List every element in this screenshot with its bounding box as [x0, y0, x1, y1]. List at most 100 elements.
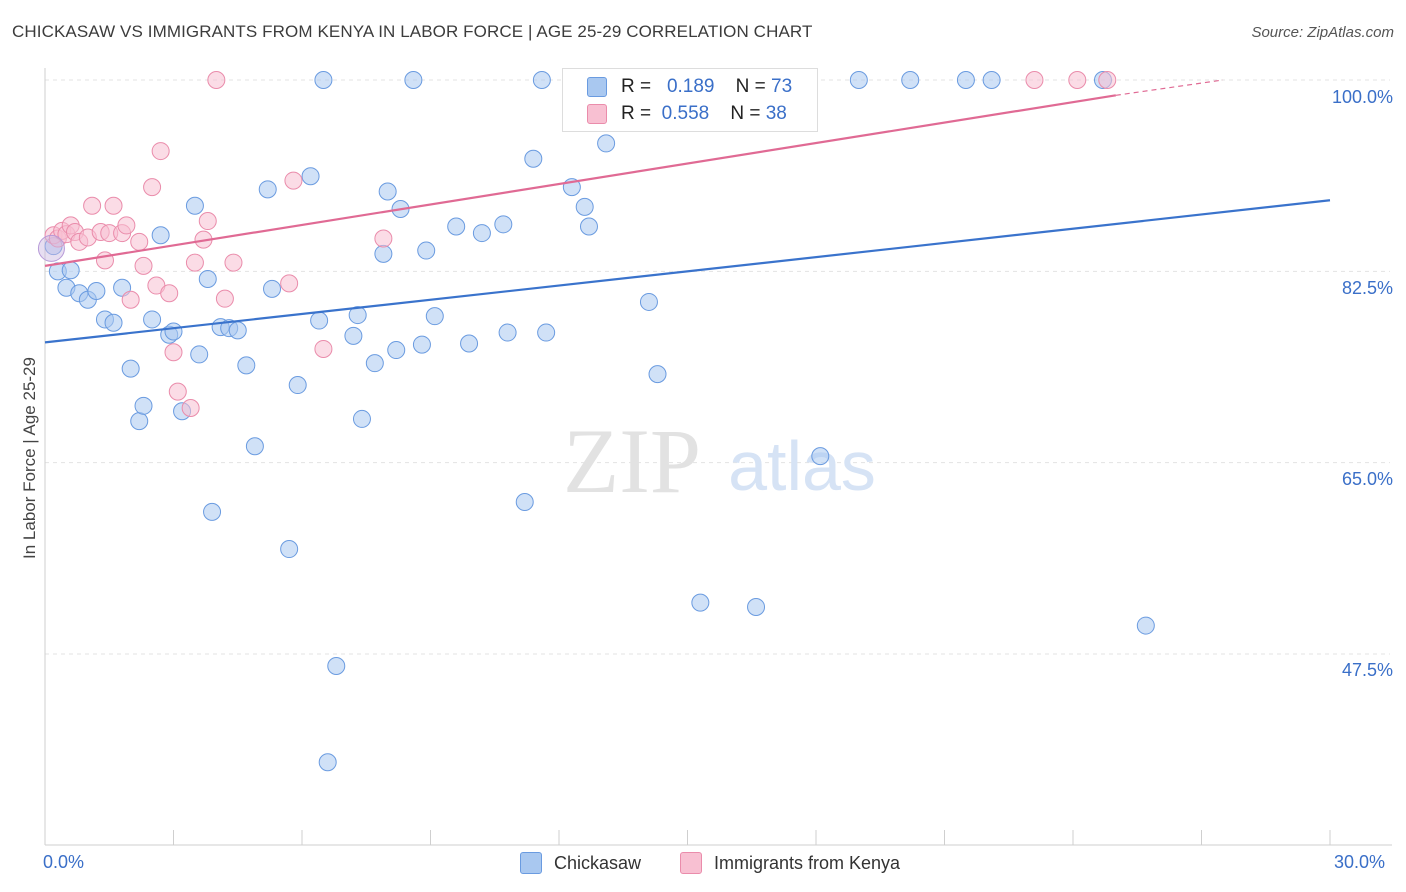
kenya-point-18 [143, 178, 162, 197]
legend-n-value-kenya: 38 [765, 103, 787, 124]
legend-r-value-kenya: 0.558 [661, 103, 710, 124]
kenya-point-12 [104, 196, 123, 215]
chickasaw-point-13 [143, 310, 162, 329]
chickasaw-point-41 [378, 182, 397, 201]
grid-lines [45, 79, 1390, 655]
source-label: Source: ZipAtlas.com [1251, 24, 1394, 41]
chickasaw-point-58 [579, 217, 598, 236]
bottom-legend-swatch-kenya [680, 852, 702, 874]
watermark-zip: ZIP [563, 410, 701, 512]
chickasaw-point-10 [121, 359, 140, 378]
kenya-point-23 [168, 382, 187, 401]
kenya-point-14 [117, 216, 136, 235]
chickasaw-point-31 [301, 167, 320, 186]
legend: R = 0.189 N = 73 R = 0.558 N = 38 [562, 68, 818, 132]
chickasaw-point-3 [61, 261, 80, 280]
watermark: ZIP atlas [563, 410, 876, 512]
chickasaw-point-47 [447, 217, 466, 236]
kenya-point-32 [284, 171, 303, 190]
chickasaw-point-44 [412, 335, 431, 354]
chickasaw-point-32 [310, 311, 329, 330]
kenya-point-21 [160, 284, 179, 303]
kenya-point-30 [224, 253, 243, 272]
y-tick-label-47: 47.5% [1341, 660, 1393, 680]
axes [44, 68, 1392, 846]
bottom-legend-kenya: Immigrants from Kenya [680, 852, 900, 874]
kenya-point-24 [181, 399, 200, 417]
legend-n-label: N = [735, 76, 766, 97]
legend-row-kenya: R = 0.558 N = 38 [587, 102, 787, 126]
chickasaw-point-25 [237, 356, 256, 375]
legend-n-label: N = [730, 103, 761, 124]
kenya-point-20 [151, 142, 170, 161]
chickasaw-point-67 [901, 71, 920, 89]
y-tick-label-100: 100.0% [1331, 87, 1393, 107]
kenya-point-25 [185, 253, 204, 272]
bottom-legend-swatch-chickasaw [520, 852, 542, 874]
chickasaw-point-54 [537, 323, 556, 342]
y-axis-label: In Labor Force | Age 25-29 [20, 357, 39, 559]
chickasaw-point-39 [365, 354, 384, 373]
chickasaw-point-52 [515, 493, 534, 512]
watermark-atlas: atlas [728, 427, 876, 505]
legend-swatch-kenya [587, 104, 607, 124]
kenya-point-28 [207, 71, 226, 89]
y-tick-label-82: 82.5% [1341, 278, 1393, 298]
bottom-legend-label-chickasaw: Chickasaw [554, 852, 642, 873]
chickasaw-point-20 [198, 269, 217, 288]
kenya-point-17 [134, 256, 153, 275]
chickasaw-point-61 [639, 292, 658, 311]
chickasaw-point-66 [849, 71, 868, 89]
chickasaw-point-62 [648, 365, 667, 384]
chickasaw-point-24 [228, 321, 247, 340]
legend-swatch-chickasaw [587, 77, 607, 97]
kenya-point-36 [1068, 71, 1087, 89]
chickasaw-point-16 [164, 322, 183, 341]
chickasaw-point-12 [134, 396, 153, 415]
chickasaw-point-18 [185, 196, 204, 215]
chickasaw-point-57 [575, 197, 594, 216]
legend-row-chickasaw: R = 0.189 N = 73 [587, 75, 792, 99]
chickasaw-point-51 [498, 323, 517, 342]
chickasaw-point-43 [387, 341, 406, 360]
chickasaw-point-29 [280, 540, 299, 559]
chickasaw-point-48 [460, 334, 479, 353]
x-tick-label-min: 0.0% [43, 852, 85, 872]
x-tick-label-max: 30.0% [1334, 852, 1386, 872]
chickasaw-point-68 [956, 71, 975, 89]
chickasaw-point-50 [494, 215, 513, 234]
kenya-point-33 [314, 339, 333, 358]
chickasaw-point-49 [472, 224, 491, 243]
chickasaw-point-40 [374, 244, 393, 263]
legend-r-label: R = [621, 76, 652, 97]
overlap-cluster-point [37, 234, 65, 262]
legend-r-label: R = [621, 103, 652, 124]
chickasaw-point-14 [151, 226, 170, 245]
chickasaw-point-30 [288, 376, 307, 395]
chart-title: CHICKASAW VS IMMIGRANTS FROM KENYA IN LA… [12, 22, 813, 41]
trend-lines [44, 79, 1331, 344]
chickasaw-point-36 [344, 326, 363, 345]
legend-r-value-chickasaw: 0.189 [666, 76, 715, 97]
data-points [37, 71, 1155, 772]
kenya-point-31 [280, 274, 299, 293]
legend-n-value-chickasaw: 73 [771, 76, 793, 97]
kenya-point-22 [164, 343, 183, 362]
chickasaw-point-33 [318, 753, 337, 772]
chickasaw-point-72 [404, 71, 423, 89]
chickasaw-point-34 [314, 71, 333, 89]
chickasaw-point-65 [811, 447, 830, 466]
y-tick-label-65: 65.0% [1341, 469, 1393, 489]
chickasaw-point-6 [87, 282, 106, 301]
chickasaw-point-35 [327, 657, 346, 676]
kenya-point-37 [1098, 71, 1117, 89]
chickasaw-point-26 [245, 437, 264, 456]
chickasaw-point-46 [425, 307, 444, 326]
chickasaw-trend-line [44, 199, 1331, 344]
chickasaw-point-11 [130, 412, 149, 431]
kenya-point-35 [1025, 71, 1044, 89]
chickasaw-point-71 [1136, 616, 1155, 635]
kenya-trend-line [44, 94, 1117, 267]
bottom-legend-chickasaw: Chickasaw [520, 852, 641, 874]
kenya-point-27 [198, 212, 217, 231]
